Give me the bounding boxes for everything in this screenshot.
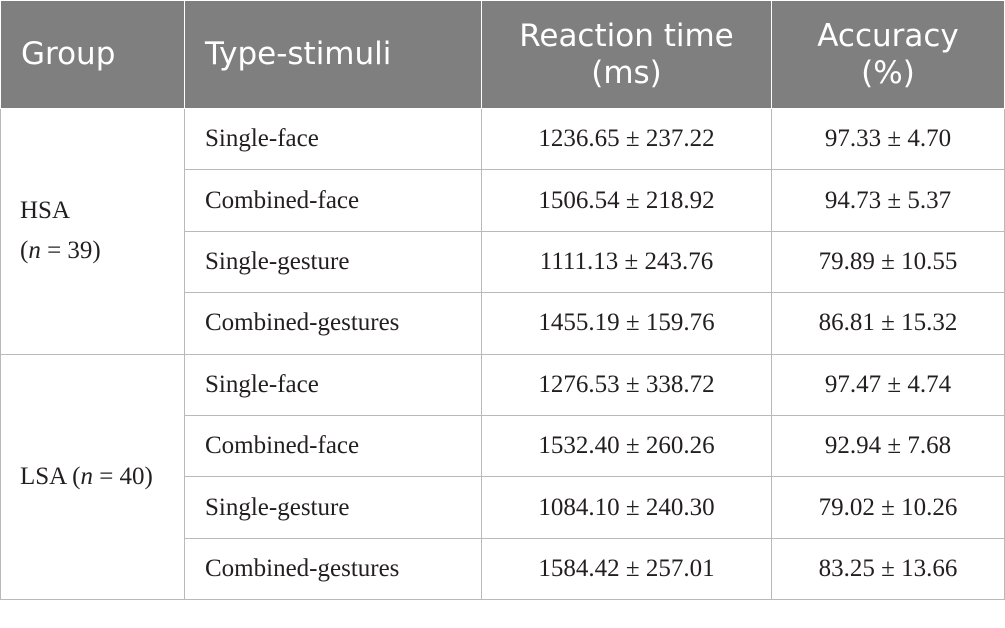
table-row: Combined-gestures 1584.42 ± 257.01 83.25…: [1, 537, 1005, 601]
header-accuracy: Accuracy (%): [771, 0, 1005, 109]
header-reaction-time: Reaction time (ms): [481, 0, 772, 109]
group-name: LSA: [20, 462, 66, 490]
accuracy-cell: 97.47 ± 4.74: [771, 353, 1005, 416]
group-n-var: n: [28, 237, 41, 265]
type-cell: Single-gesture: [184, 476, 482, 539]
group-n-prefix: (: [20, 237, 29, 265]
accuracy-cell: 79.89 ± 10.55: [771, 230, 1005, 294]
reaction-time-cell: 1455.19 ± 159.76: [481, 292, 772, 355]
reaction-time-cell: 1506.54 ± 218.92: [481, 169, 772, 232]
header-type-stimuli: Type-stimuli: [184, 0, 482, 109]
group-cell-hsa: HSA (n = 39): [0, 108, 185, 355]
table-row: Combined-face 1506.54 ± 218.92 94.73 ± 5…: [1, 169, 1005, 232]
header-reaction-time-line2: (ms): [591, 54, 662, 91]
accuracy-cell: 97.33 ± 4.70: [771, 107, 1005, 171]
group-n-var: n: [80, 462, 93, 490]
results-table: Group Type-stimuli Reaction time (ms) Acc…: [0, 0, 1005, 601]
type-cell: Combined-gestures: [184, 292, 482, 355]
accuracy-cell: 92.94 ± 7.68: [771, 414, 1005, 478]
reaction-time-cell: 1276.53 ± 338.72: [481, 353, 772, 416]
group-n-suffix: = 40): [92, 462, 153, 490]
reaction-time-cell: 1532.40 ± 260.26: [481, 414, 772, 478]
table-row: Single-gesture 1084.10 ± 240.30 79.02 ± …: [1, 476, 1005, 539]
type-cell: Combined-face: [184, 169, 482, 232]
header-reaction-time-line1: Reaction time: [519, 17, 734, 54]
reaction-time-cell: 1084.10 ± 240.30: [481, 476, 772, 539]
group-cell-lsa: LSA (n = 40): [0, 353, 185, 601]
accuracy-cell: 83.25 ± 13.66: [771, 537, 1005, 601]
group-n-prefix: (: [65, 462, 81, 490]
reaction-time-cell: 1111.13 ± 243.76: [481, 230, 772, 294]
group-n-suffix: = 39): [40, 237, 101, 265]
group-name: HSA: [20, 197, 71, 225]
header-accuracy-line2: (%): [861, 54, 915, 91]
header-accuracy-line1: Accuracy: [817, 17, 959, 54]
reaction-time-cell: 1584.42 ± 257.01: [481, 537, 772, 601]
table-row: LSA (n = 40) Single-face 1276.53 ± 338.7…: [0, 353, 1005, 601]
type-cell: Single-face: [184, 107, 482, 171]
type-cell: Single-gesture: [184, 230, 482, 294]
type-cell: Combined-face: [184, 414, 482, 478]
table-row: Combined-gestures 1455.19 ± 159.76 86.81…: [1, 292, 1005, 355]
reaction-time-cell: 1236.65 ± 237.22: [481, 107, 772, 171]
accuracy-cell: 94.73 ± 5.37: [771, 169, 1005, 232]
header-group: Group: [0, 0, 185, 109]
table-row: HSA (n = 39) Single-face 1236.65 ± 237.22…: [0, 107, 1005, 355]
header-row: Group Type-stimuli Reaction time (ms) Acc…: [0, 0, 1005, 109]
accuracy-cell: 79.02 ± 10.26: [771, 476, 1005, 539]
accuracy-cell: 86.81 ± 15.32: [771, 292, 1005, 355]
type-cell: Combined-gestures: [184, 537, 482, 601]
type-cell: Single-face: [184, 353, 482, 416]
